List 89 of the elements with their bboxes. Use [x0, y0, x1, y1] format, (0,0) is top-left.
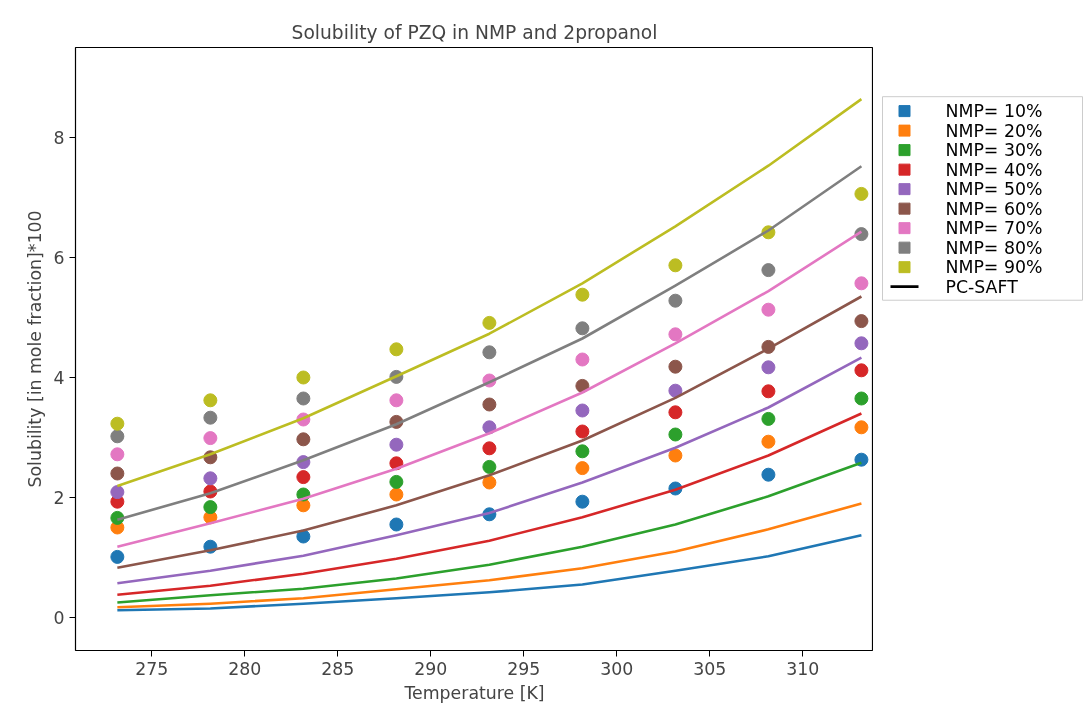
- point: [668, 383, 683, 398]
- point: [482, 397, 497, 412]
- chart-title: Solubility of PZQ in NMP and 2propanol: [291, 21, 658, 43]
- point: [203, 500, 218, 515]
- point: [761, 467, 776, 482]
- text: PC-SAFT: [945, 276, 1019, 297]
- point: [296, 391, 311, 406]
- point: [668, 427, 683, 442]
- point: [482, 475, 497, 490]
- point: [668, 405, 683, 420]
- x-tick-label: 285: [321, 658, 355, 679]
- point: [854, 336, 869, 351]
- point: [389, 342, 404, 357]
- point: [575, 403, 590, 418]
- point: [575, 494, 590, 509]
- point: [668, 359, 683, 374]
- point: [575, 424, 590, 439]
- point: [854, 186, 869, 201]
- point: [761, 384, 776, 399]
- legend-label: NMP= 70%: [945, 218, 1043, 239]
- x-tick-label: 290: [414, 658, 448, 679]
- point: [110, 549, 125, 564]
- point: [203, 410, 218, 425]
- legend-label: NMP= 60%: [945, 198, 1043, 219]
- point: [389, 474, 404, 489]
- line-series: [116, 502, 863, 609]
- legend-label: NMP= 50%: [945, 179, 1043, 200]
- y-tick-label: 8: [53, 128, 65, 148]
- x-axis-title: Temperature [K]: [403, 682, 545, 703]
- point: [203, 471, 218, 486]
- line-series: [116, 295, 863, 569]
- point: [761, 263, 776, 278]
- y-tick-label: 4: [53, 368, 65, 388]
- point: [761, 360, 776, 375]
- point: [575, 461, 590, 476]
- legend-label: NMP= 90%: [945, 257, 1043, 278]
- line-series: [116, 412, 863, 596]
- point: [389, 393, 404, 408]
- point: [203, 431, 218, 446]
- point: [854, 452, 869, 467]
- point: [668, 258, 683, 273]
- point: [854, 276, 869, 291]
- point: [389, 517, 404, 532]
- y-tick-label: 0: [53, 608, 65, 628]
- point: [296, 370, 311, 385]
- legend-label: NMP= 30%: [945, 140, 1043, 161]
- point: [110, 429, 125, 444]
- point: [110, 416, 125, 431]
- line-series: [116, 534, 863, 612]
- point: [482, 441, 497, 456]
- point: [575, 321, 590, 336]
- legend-label: NMP= 20%: [945, 120, 1043, 141]
- point: [110, 447, 125, 462]
- point: [296, 470, 311, 485]
- point: [389, 437, 404, 452]
- point: [854, 363, 869, 378]
- point: [575, 444, 590, 459]
- point: [389, 487, 404, 502]
- point: [668, 293, 683, 308]
- y-axis-title: Solubility [in mole fraction]*100: [25, 210, 46, 488]
- x-tick-label: 295: [507, 658, 541, 679]
- point: [761, 434, 776, 449]
- point: [854, 314, 869, 329]
- point: [761, 411, 776, 426]
- point: [668, 327, 683, 342]
- legend-label: NMP= 40%: [945, 159, 1043, 180]
- x-tick-label: 300: [600, 658, 634, 679]
- point: [575, 287, 590, 302]
- point: [761, 302, 776, 317]
- legend-label: NMP= 10%: [945, 101, 1043, 122]
- x-tick-label: 275: [135, 658, 169, 679]
- point: [482, 459, 497, 474]
- legend-label: NMP= 80%: [945, 237, 1043, 258]
- x-tick-label: 305: [693, 658, 727, 679]
- line-series: [116, 356, 863, 585]
- point: [203, 393, 218, 408]
- point: [482, 315, 497, 330]
- point: [482, 345, 497, 360]
- x-tick-label: 280: [228, 658, 262, 679]
- point: [668, 448, 683, 463]
- point: [854, 391, 869, 406]
- point: [110, 485, 125, 500]
- x-tick-label: 310: [786, 658, 820, 679]
- point: [296, 432, 311, 447]
- y-tick-label: 6: [53, 248, 65, 268]
- point: [854, 420, 869, 435]
- point: [575, 352, 590, 367]
- point: [110, 466, 125, 481]
- y-tick-label: 2: [53, 488, 65, 508]
